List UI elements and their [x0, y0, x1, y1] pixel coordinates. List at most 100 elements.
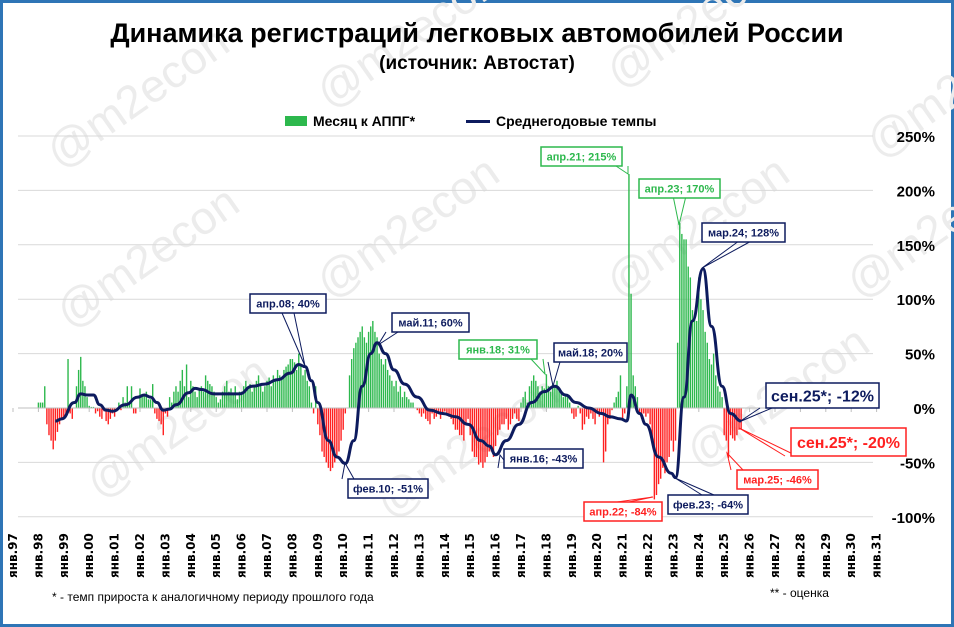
bar — [187, 397, 190, 408]
annotation-leader — [674, 477, 715, 496]
x-tick-label: янв.31 — [870, 533, 884, 578]
bar — [158, 408, 160, 422]
bar — [494, 408, 497, 447]
bar — [691, 310, 694, 408]
bar — [408, 399, 410, 408]
footnote-right: ** - оценка — [770, 586, 829, 600]
x-tick-label: янв.27 — [768, 533, 782, 578]
bar — [384, 359, 387, 408]
bar — [509, 408, 512, 425]
bar — [255, 380, 258, 408]
bar — [549, 391, 552, 408]
x-tick-label: янв.97 — [6, 533, 20, 578]
x-tick-label: янв.03 — [158, 533, 172, 578]
bar — [395, 380, 397, 408]
annotation-box — [553, 342, 628, 363]
bar — [342, 408, 344, 430]
bar — [177, 391, 179, 408]
annotation-label: янв.16; -43% — [510, 453, 578, 465]
x-tick-label: янв.14 — [438, 533, 452, 578]
bar — [604, 408, 607, 452]
bar — [202, 391, 205, 408]
bar — [386, 369, 389, 408]
bar — [306, 380, 308, 408]
x-tick-label: янв.07 — [260, 533, 274, 578]
bar — [522, 397, 524, 408]
annotation-box — [583, 501, 663, 522]
bar — [577, 405, 579, 408]
x-tick-label: янв.18 — [539, 533, 553, 578]
x-tick-label: янв.28 — [793, 533, 807, 578]
bar — [679, 223, 681, 408]
annotation-label: апр.21; 215% — [547, 151, 617, 163]
bar — [234, 386, 236, 408]
bar — [331, 408, 334, 468]
bar — [132, 408, 135, 414]
bar — [370, 326, 372, 408]
bar — [145, 391, 148, 408]
bar — [58, 408, 61, 425]
bar — [152, 384, 154, 408]
bar — [221, 391, 224, 408]
bar — [666, 408, 668, 463]
bar — [581, 408, 584, 430]
bar — [501, 408, 503, 425]
bar — [211, 386, 213, 408]
bar — [695, 320, 698, 408]
bar — [418, 408, 421, 414]
bar — [181, 369, 184, 408]
annotation-box — [765, 382, 880, 409]
bar — [535, 380, 537, 408]
bar — [575, 408, 577, 417]
bar — [304, 369, 306, 408]
bar — [412, 402, 414, 408]
annotation-callout: фев.10; -51% — [341, 461, 429, 499]
bar — [441, 408, 444, 414]
bar — [372, 320, 374, 408]
bar — [721, 397, 723, 408]
annotation-leader — [726, 451, 744, 471]
bar — [683, 239, 685, 408]
bar — [101, 408, 103, 419]
bar — [611, 408, 613, 411]
bar — [382, 364, 385, 408]
bar — [44, 386, 46, 408]
bar — [655, 408, 658, 496]
bar — [499, 408, 501, 430]
bar — [287, 364, 289, 408]
bar — [643, 408, 645, 414]
bar — [190, 380, 192, 408]
annotation-leader — [616, 496, 654, 503]
bar — [310, 402, 313, 408]
annotation-leader — [547, 361, 561, 387]
bar — [118, 402, 120, 408]
bar — [228, 391, 230, 408]
bar — [530, 380, 533, 408]
bar — [128, 402, 131, 408]
annotation-leader — [673, 197, 686, 226]
annotation-leader — [701, 241, 750, 269]
bar — [162, 408, 164, 436]
bar — [253, 386, 255, 408]
bar — [539, 391, 541, 408]
bar — [444, 408, 446, 412]
annotation-box — [701, 222, 786, 243]
x-tick-label: янв.21 — [616, 533, 630, 578]
bar — [727, 408, 730, 459]
bar — [469, 408, 471, 436]
bar — [448, 408, 450, 417]
bar — [54, 408, 57, 441]
bar — [230, 388, 232, 408]
bar — [698, 277, 700, 408]
y-tick-label: 250% — [897, 129, 935, 146]
x-tick-label: янв.15 — [463, 533, 477, 578]
bar — [243, 386, 245, 408]
bar — [329, 408, 332, 472]
x-tick-label: янв.13 — [412, 533, 426, 578]
bar — [367, 331, 370, 408]
bar — [706, 342, 708, 408]
bar — [516, 408, 518, 419]
bar — [298, 353, 300, 408]
bar — [52, 408, 54, 450]
bar — [363, 337, 366, 408]
